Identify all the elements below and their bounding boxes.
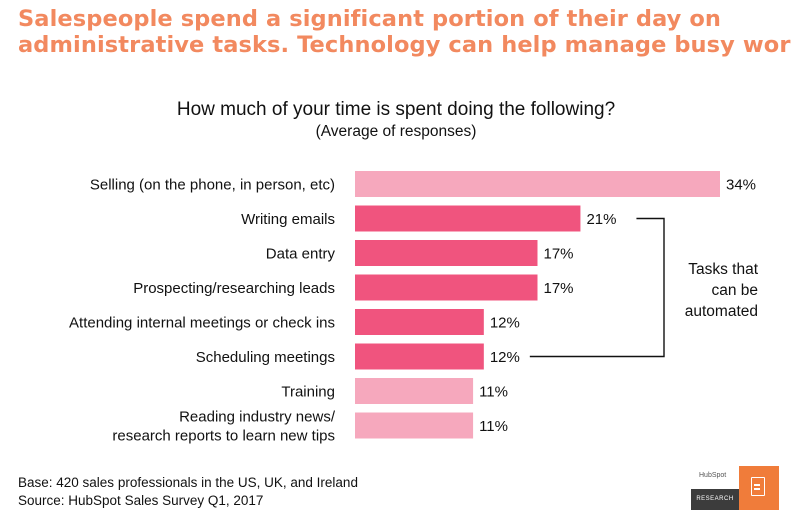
hubspot-research-logo: HubSpot RESEARCH xyxy=(691,466,779,510)
bar-2 xyxy=(355,240,538,266)
value-label-2: 17% xyxy=(544,246,574,263)
bar-3 xyxy=(355,274,538,301)
footer-base: Base: 420 sales professionals in the US,… xyxy=(18,475,358,490)
category-label-3: Prospecting/researching leads xyxy=(133,280,335,297)
value-label-0: 34% xyxy=(726,177,756,194)
footer: Base: 420 sales professionals in the US,… xyxy=(18,474,358,509)
category-label-7-line-0: Reading industry news/ xyxy=(179,409,336,426)
value-label-5: 12% xyxy=(490,349,520,366)
headline-line-1: Salespeople spend a significant portion … xyxy=(18,6,722,32)
category-label-1: Writing emails xyxy=(241,211,335,228)
automatable-bracket xyxy=(529,217,665,358)
value-label-7: 11% xyxy=(479,418,508,435)
annotation-line-2: can be xyxy=(711,282,758,299)
footer-source: Source: HubSpot Sales Survey Q1, 2017 xyxy=(18,492,264,508)
document-icon xyxy=(751,477,765,496)
headline: Salespeople spend a significant portion … xyxy=(18,6,792,58)
logo-accent-square xyxy=(739,466,779,510)
bar-5 xyxy=(355,343,484,370)
bar-0 xyxy=(355,171,720,197)
category-label-4: Attending internal meetings or check ins xyxy=(69,315,335,332)
value-label-1: 21% xyxy=(586,211,616,228)
annotation-line-3: automated xyxy=(684,303,758,320)
value-label-4: 12% xyxy=(490,315,520,332)
headline-line-2: administrative tasks. Technology can hel… xyxy=(18,32,792,58)
automated-annotation: Tasks that can be automated xyxy=(664,259,758,322)
logo-research-label: RESEARCH xyxy=(691,489,739,510)
bar-1 xyxy=(355,205,581,232)
chart-subtitle: (Average of responses) xyxy=(315,123,477,140)
chart-title: How much of your time is spent doing the… xyxy=(176,99,616,120)
category-label-7-line-1: research reports to learn new tips xyxy=(112,428,335,445)
logo-brand: HubSpot xyxy=(699,472,727,479)
value-label-3: 17% xyxy=(544,280,574,297)
annotation-line-1: Tasks that xyxy=(688,261,758,278)
category-label-6: Training xyxy=(281,384,335,401)
category-label-0: Selling (on the phone, in person, etc) xyxy=(90,177,335,194)
category-label-5: Scheduling meetings xyxy=(196,349,335,366)
value-label-6: 11% xyxy=(479,384,508,401)
category-label-2: Data entry xyxy=(266,246,336,263)
bar-6 xyxy=(355,378,474,404)
bar-4 xyxy=(355,309,484,335)
bar-7 xyxy=(355,412,474,439)
